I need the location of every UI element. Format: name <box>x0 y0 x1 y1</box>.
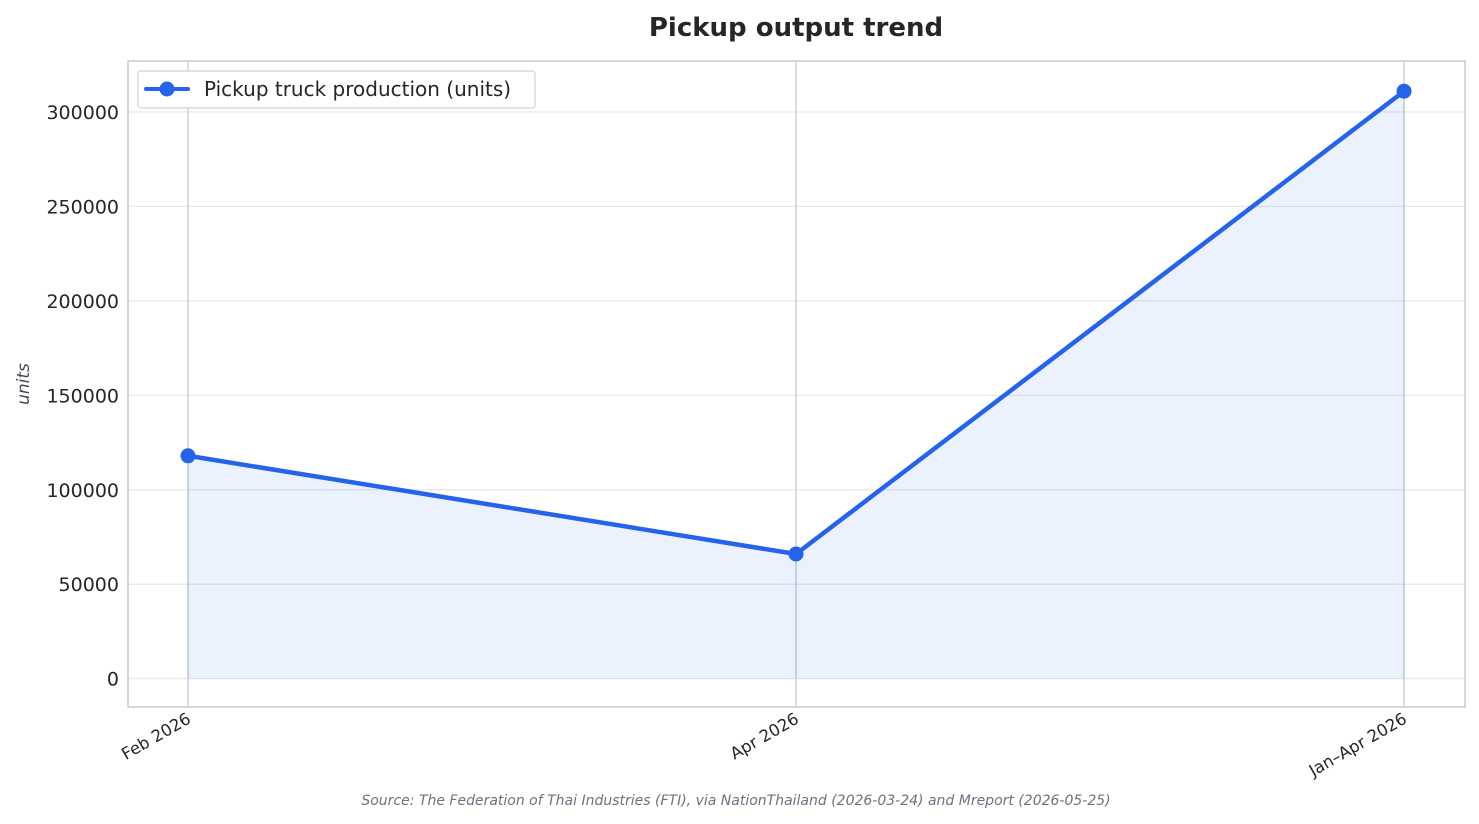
plot-frame <box>127 60 1466 708</box>
y-tick-label: 100000 <box>46 480 119 502</box>
y-tick-label: 300000 <box>46 102 119 124</box>
legend-marker <box>159 81 175 97</box>
data-point <box>180 448 196 464</box>
y-tick-label: 200000 <box>46 291 119 313</box>
y-tick-label: 50000 <box>59 574 119 596</box>
y-axis-label: units <box>14 363 34 405</box>
legend: Pickup truck production (units) <box>137 70 536 109</box>
chart-title: Pickup output trend <box>649 13 943 43</box>
source-note: Source: The Federation of Thai Industrie… <box>361 793 1110 809</box>
data-point <box>788 546 804 562</box>
x-tick-label: Feb 2026 <box>118 709 194 764</box>
y-tick-label: 0 <box>107 669 119 691</box>
drop-lines <box>187 91 1405 679</box>
series-area-fill <box>188 91 1404 679</box>
x-axis-ticks: Feb 2026 Apr 2026 Jan–Apr 2026 <box>118 709 1410 781</box>
x-tick-label: Jan–Apr 2026 <box>1305 709 1410 781</box>
x-tick-label: Apr 2026 <box>727 709 802 763</box>
y-tick-label: 250000 <box>46 196 119 218</box>
legend-box <box>137 70 536 109</box>
legend-label: Pickup truck production (units) <box>204 77 511 101</box>
data-points <box>180 83 1412 562</box>
y-axis-ticks: 0 50000 100000 150000 200000 250000 300000 <box>46 102 119 691</box>
grid <box>128 61 1465 707</box>
y-tick-label: 150000 <box>46 385 119 407</box>
data-point <box>1396 83 1412 99</box>
